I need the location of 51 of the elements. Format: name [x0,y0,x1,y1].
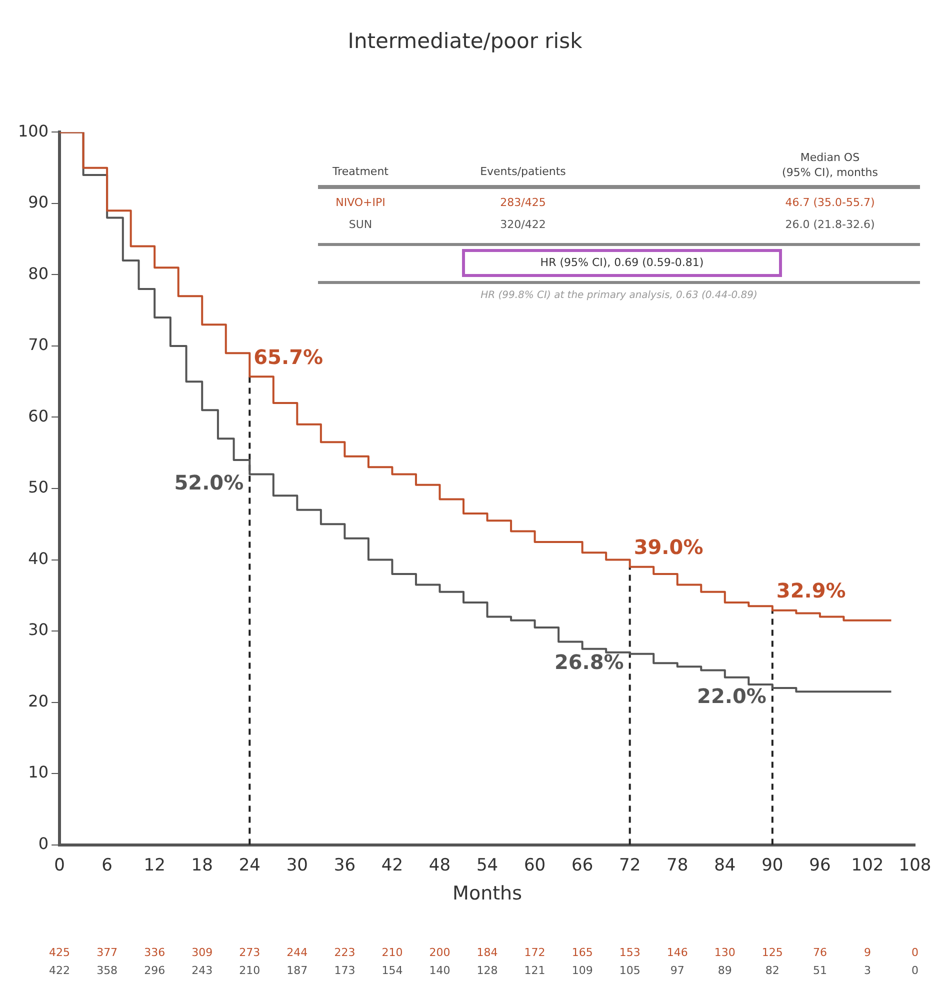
annotation: Events/patients [479,165,567,178]
y-tick-label: 80 [28,264,49,283]
y-tick-label: 30 [28,620,49,640]
x-tick-label: 6 [102,855,112,876]
x-tick-label: 36 [334,855,356,876]
x-tick-label: 84 [714,855,736,876]
annotation: 320/422 [499,218,547,231]
x-tick-label: 78 [666,855,688,876]
x-tick-label: 54 [476,855,498,876]
x-tick-label: 24 [238,855,260,876]
y-tick-label: 100 [18,121,49,140]
annotation: 32.9% [776,578,846,603]
annotation: Median OS (95% CI), months [781,151,879,179]
y-tick-label: 70 [28,335,49,354]
x-tick-label: 66 [572,855,594,876]
x-tick-label: 72 [619,855,641,876]
annotation: HR (95% CI), 0.69 (0.59-0.81) [462,249,782,277]
y-tick-label: 40 [28,548,49,568]
annotation: 39.0% [634,535,704,560]
y-tick-label: 90 [28,192,49,212]
y-tick-label: 60 [28,406,49,426]
x-tick-label: 60 [524,855,546,876]
x-tick-label: 30 [286,855,308,876]
x-tick-label: 96 [809,855,831,876]
y-tick-label: 10 [28,762,49,782]
text: 422 358 296 243 210 187 173 154 140 128 121 109 105 97 89 82 51 3 0 [49,964,918,977]
annotation: 26.0 (21.8-32.6) [784,218,876,231]
text: SUN [348,218,374,231]
chart-title: Intermediate/poor risk [348,29,584,54]
y-tick-label: 20 [28,691,49,710]
x-tick-label: 102 [851,855,884,876]
x-tick-label: 48 [428,855,451,876]
annotation: Treatment [332,165,390,178]
y-tick-label: 50 [28,478,49,497]
annotation: 52.0% [174,470,244,494]
annotation: 26.8% [554,650,624,674]
x-tick-label: 90 [762,855,784,876]
text: NIVO+IPI [334,196,386,209]
x-tick-label: 42 [381,855,404,876]
text: 425 377 336 309 273 244 223 210 200 184 172 165 153 146 130 125 76 9 0 [49,946,918,959]
x-tick-label: 12 [144,855,166,876]
annotation: 283/425 [499,196,547,209]
x-axis-title: Months [452,882,522,905]
y-tick-label: 0 [38,834,49,853]
x-tick-label: 108 [898,855,932,876]
annotation: 22.0% [697,684,766,708]
x-tick-label: 18 [191,855,213,876]
annotation: 65.7% [254,344,324,369]
x-tick-label: 0 [54,855,65,876]
annotation: HR (99.8% CI) at the primary analysis, 0.63 (0.44-0.89) [480,290,758,301]
annotation: 46.7 (35.0-55.7) [784,196,876,209]
